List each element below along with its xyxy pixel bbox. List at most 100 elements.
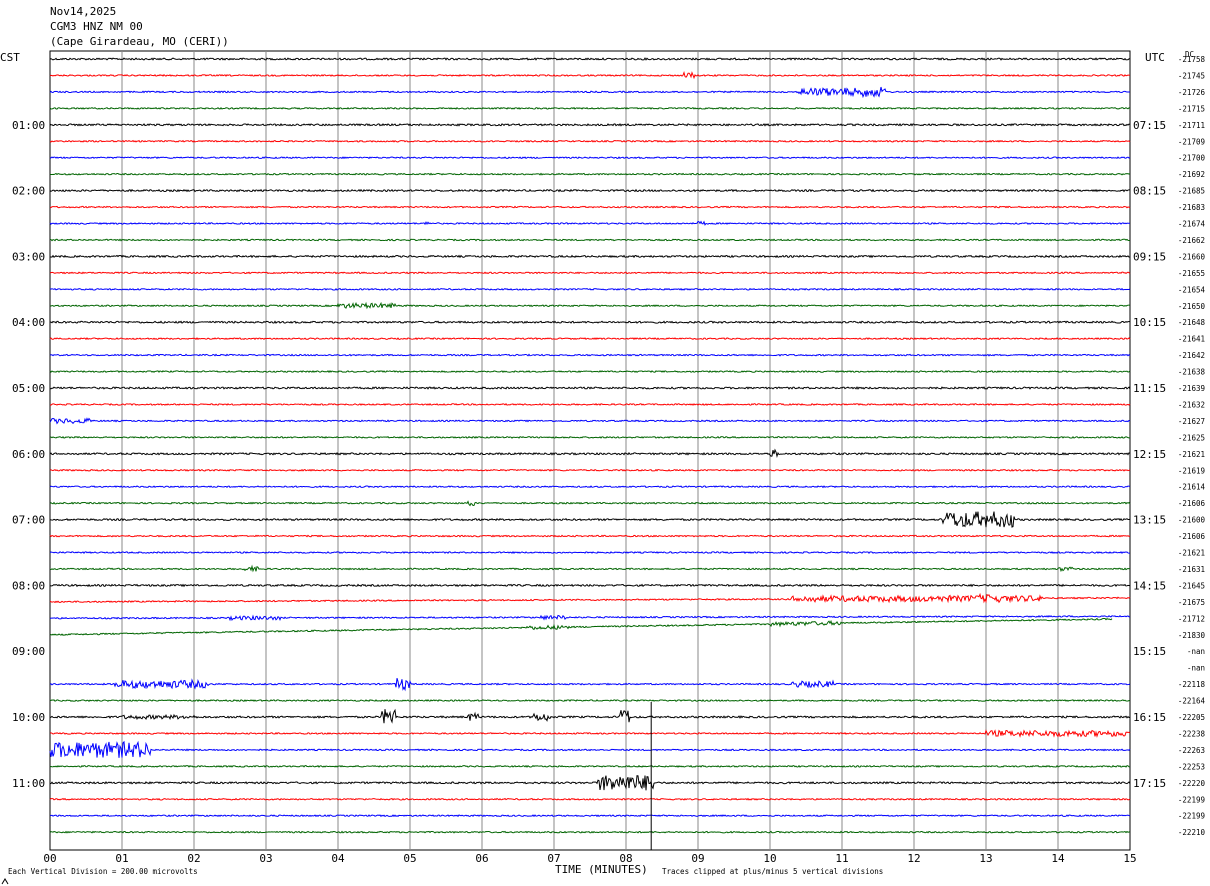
right-time-label: 14:15	[1133, 579, 1166, 592]
trace-row	[49, 139, 1131, 143]
location-label: (Cape Girardeau, MO (CERI))	[50, 35, 229, 48]
dc-heading: DC	[1185, 50, 1194, 59]
trace-row	[49, 764, 1131, 768]
plot-frame	[49, 50, 1131, 851]
dc-offset-label: -21645	[1178, 581, 1205, 590]
trace-row	[49, 353, 1131, 357]
trace-row	[49, 775, 1131, 791]
x-tick-label: 00	[43, 852, 56, 865]
right-time-labels: 07:15 08:15 09:15 10:15 11:15 12:15 13:15 14:15…	[1133, 119, 1166, 790]
left-time-label: 04:00	[12, 316, 45, 329]
right-time-label: 10:15	[1133, 316, 1166, 329]
x-tick-label: 06	[475, 852, 488, 865]
clip-note: Traces clipped at plus/minus 5 vertical …	[662, 867, 883, 876]
right-time-label: 13:15	[1133, 514, 1166, 527]
dc-offset-label: -21726	[1178, 88, 1206, 97]
left-time-label: 09:00	[12, 645, 45, 658]
dc-offset-label: -21700	[1178, 154, 1206, 163]
dc-offset-label: -21621	[1178, 549, 1205, 558]
x-tick-label: 04	[331, 852, 345, 865]
right-time-label: 15:15	[1133, 645, 1166, 658]
right-time-label: 12:15	[1133, 448, 1166, 461]
dc-offset-label: -21621	[1178, 450, 1205, 459]
left-time-label: 01:00	[12, 119, 45, 132]
date-label: Nov14,2025	[50, 5, 116, 18]
trace-row	[49, 57, 1131, 61]
dc-offset-label: -21685	[1178, 187, 1205, 196]
x-tick-label: 15	[1123, 852, 1136, 865]
dc-offset-label: -21600	[1178, 516, 1206, 525]
trace-row	[49, 337, 1131, 341]
trace-row	[49, 122, 1131, 127]
right-time-label: 09:15	[1133, 250, 1166, 263]
dc-offset-label: -21830	[1178, 631, 1206, 640]
x-axis-title: TIME (MINUTES)	[555, 863, 648, 876]
corner-icon	[1, 878, 9, 885]
x-tick-label: 10	[763, 852, 776, 865]
right-time-label: 08:15	[1133, 185, 1166, 198]
dc-offset-label: -21614	[1178, 483, 1206, 492]
dc-offset-label: -21662	[1178, 236, 1205, 245]
trace-row	[49, 386, 1131, 390]
trace-row	[49, 550, 1131, 555]
trace-row	[49, 156, 1131, 160]
dc-offset-label: -21625	[1178, 433, 1205, 442]
dc-offset-label: -21627	[1178, 417, 1205, 426]
dc-offset-label: -21655	[1178, 269, 1205, 278]
right-time-label: 17:15	[1133, 777, 1166, 790]
trace-row	[49, 564, 1131, 573]
dc-offset-label: -22220	[1178, 779, 1206, 788]
trace-row	[49, 614, 1131, 622]
dc-offset-label: -22118	[1178, 680, 1206, 689]
trace-row	[49, 435, 1131, 439]
trace-row	[49, 172, 1131, 176]
trace-row	[49, 417, 1131, 425]
trace-row	[49, 583, 1131, 588]
left-time-label: 02:00	[12, 185, 45, 198]
dc-offset-label: -21683	[1178, 203, 1205, 212]
trace-row	[49, 287, 1131, 291]
dc-offset-label: -22199	[1178, 812, 1205, 821]
x-tick-label: 07	[547, 852, 560, 865]
dc-offset-label: -21606	[1178, 499, 1206, 508]
x-tick-label: 09	[691, 852, 704, 865]
trace-row	[49, 71, 1131, 80]
dc-offset-label: -21650	[1178, 302, 1206, 311]
trace-row	[49, 106, 1131, 110]
dc-offset-label: -21654	[1178, 285, 1206, 294]
dc-offset-label: -21631	[1178, 565, 1205, 574]
trace-row	[49, 86, 1131, 99]
trace-row	[49, 448, 1131, 458]
trace-row	[49, 729, 1131, 738]
trace-row	[49, 403, 1131, 406]
trace-row	[49, 370, 1131, 374]
trace-row	[49, 814, 1131, 818]
dc-offset-label: -21632	[1178, 400, 1205, 409]
dc-offset-label: -22253	[1178, 762, 1205, 771]
right-time-label: 16:15	[1133, 711, 1166, 724]
dc-offset-label: -21639	[1178, 384, 1205, 393]
dc-offset-label: -22205	[1178, 713, 1205, 722]
left-time-label: 07:00	[12, 514, 45, 527]
trace-row	[49, 740, 1131, 758]
trace-row	[49, 271, 1131, 275]
dc-offset-label: -21606	[1178, 532, 1206, 541]
x-tick-label: 12	[907, 852, 920, 865]
trace-row	[49, 220, 1131, 226]
dc-offset-label: -21715	[1178, 104, 1205, 113]
trace-row	[49, 699, 1131, 702]
x-tick-label: 11	[835, 852, 848, 865]
dc-offset-label: -22210	[1178, 828, 1206, 837]
right-time-label: 07:15	[1133, 119, 1166, 132]
x-tick-label: 13	[979, 852, 992, 865]
trace-row	[49, 301, 1131, 310]
left-timezone-label: CST	[0, 51, 20, 64]
x-tick-labels: 00 01 02 03 04 05 06 07 08 09 10 11 12 13 14 15	[43, 852, 1136, 865]
x-tick-label: 01	[115, 852, 128, 865]
left-time-label: 08:00	[12, 579, 45, 592]
x-tick-label: 08	[619, 852, 632, 865]
dc-offset-label: -21692	[1178, 170, 1205, 179]
x-tick-label: 02	[187, 852, 200, 865]
scale-note: Each Vertical Division = 200.00 microvol…	[8, 867, 198, 876]
